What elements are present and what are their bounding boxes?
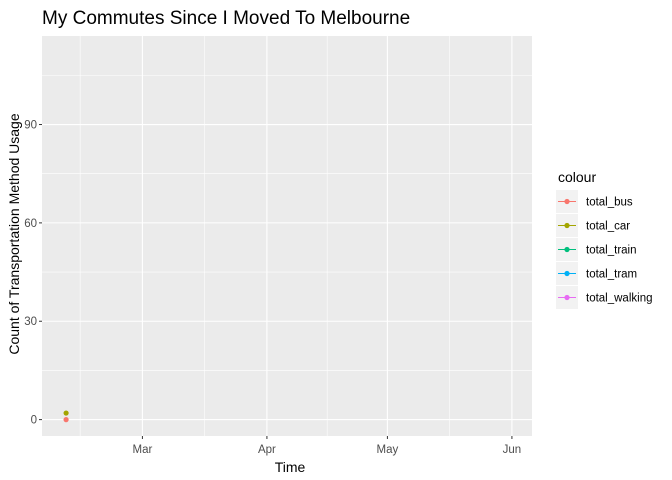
x-tick-label: May [377, 444, 399, 456]
data-point-total_bus [63, 417, 69, 423]
legend-item-total_walking: total_walking [556, 286, 652, 309]
legend-label: total_car [586, 221, 630, 233]
data-points [63, 410, 69, 423]
x-tick-label: Jun [503, 444, 522, 456]
legend-key-point [564, 270, 570, 277]
grid [42, 36, 532, 436]
y-tick-label: 30 [24, 316, 37, 328]
legend-item-total_bus: total_bus [556, 190, 633, 213]
x-axis: Mar Apr May Jun [133, 436, 522, 456]
y-tick-label: 90 [24, 120, 37, 132]
y-tick-label: 60 [24, 218, 37, 230]
legend-key-point [564, 198, 570, 205]
y-tick-label: 0 [31, 415, 37, 427]
legend-label: total_train [586, 245, 637, 257]
x-axis-title: Time [275, 459, 306, 475]
legend-label: total_bus [586, 197, 633, 209]
legend-label: total_walking [586, 293, 652, 305]
x-tick-label: Apr [258, 444, 276, 456]
chart-title: My Commutes Since I Moved To Melbourne [42, 8, 410, 29]
legend-label: total_tram [586, 269, 637, 281]
data-point-total_car [63, 410, 69, 416]
legend-key-point [564, 294, 570, 301]
plot-panel [42, 36, 532, 436]
legend-key-point [564, 222, 570, 229]
legend-item-total_tram: total_tram [556, 262, 637, 285]
legend-key-point [564, 246, 570, 253]
y-axis: 0 30 60 90 [24, 120, 42, 427]
x-tick-label: Mar [133, 444, 153, 456]
legend: colour total_bus total_car total_traintota… [556, 169, 652, 309]
legend-item-total_train: total_train [556, 238, 637, 261]
y-axis-title: Count of Transportation Method Usage [6, 113, 22, 354]
legend-title: colour [558, 169, 596, 185]
legend-item-total_car: total_car [556, 214, 630, 237]
